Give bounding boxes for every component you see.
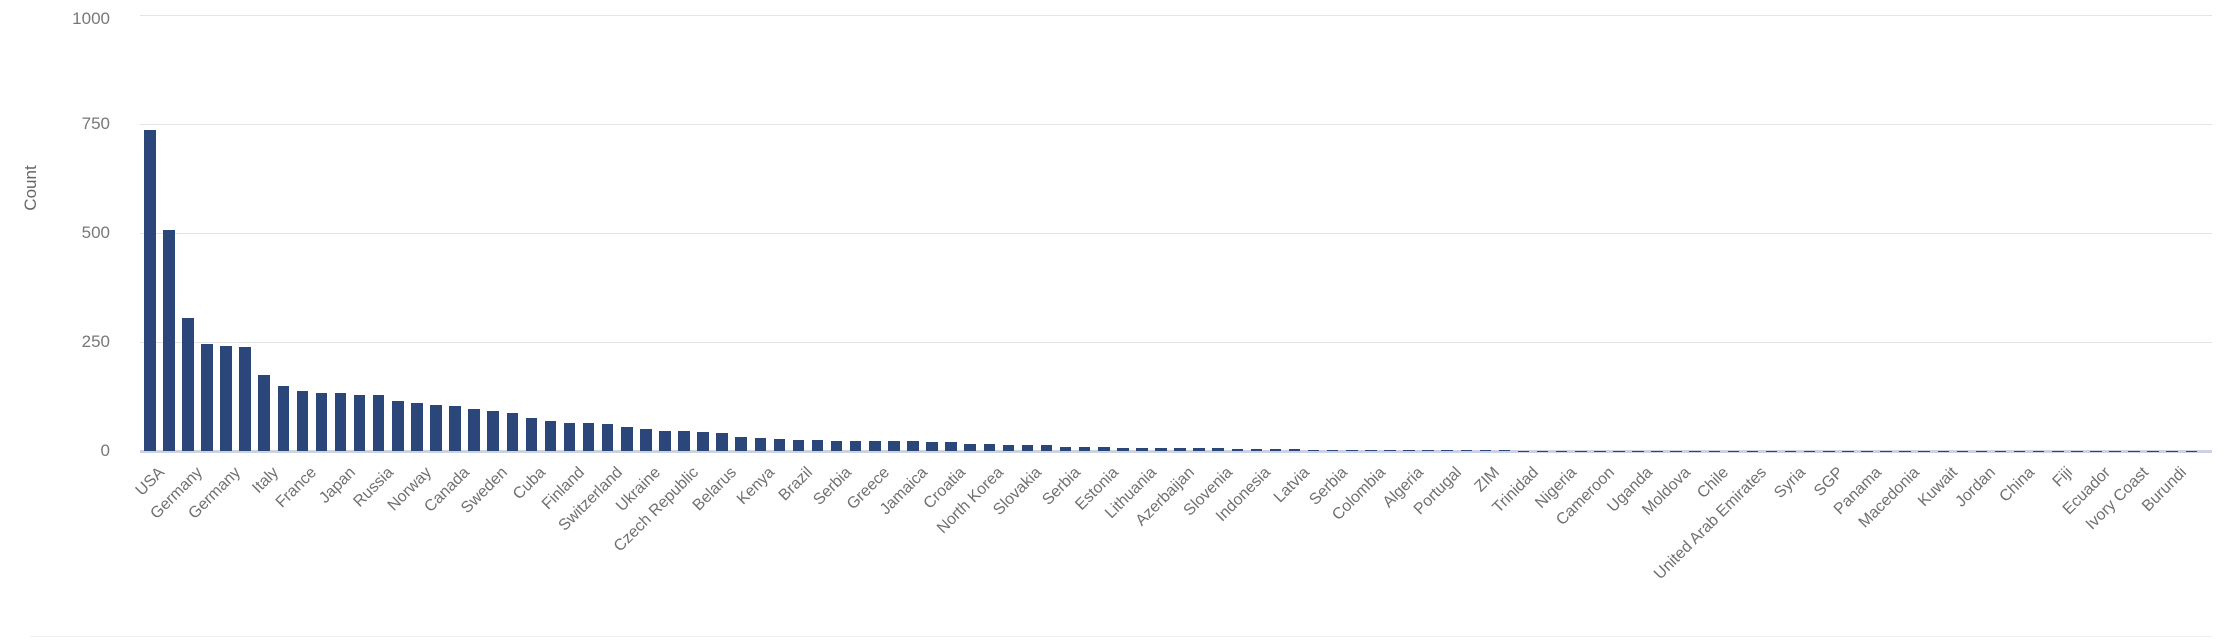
y-axis-title: Count <box>21 165 40 211</box>
bar <box>1002 444 1015 451</box>
bar <box>544 421 557 451</box>
bar <box>926 441 938 451</box>
x-tick-label: China <box>1996 464 2038 506</box>
bar <box>830 440 843 451</box>
bar <box>1346 449 1358 451</box>
bar <box>239 346 251 451</box>
bar <box>945 442 957 451</box>
gridline <box>140 233 2212 234</box>
bar <box>716 433 728 451</box>
bar <box>621 427 633 451</box>
bar <box>1021 445 1034 451</box>
bar <box>1117 447 1129 451</box>
bar <box>392 401 404 451</box>
bar <box>1136 447 1148 451</box>
bar <box>1269 449 1282 451</box>
bar <box>163 229 175 451</box>
bar <box>1441 450 1453 451</box>
bar <box>449 406 461 451</box>
x-tick-label: France <box>273 464 321 512</box>
bar <box>678 431 690 451</box>
y-tick-label: 250 <box>81 332 110 351</box>
y-tick-label: 750 <box>81 114 110 133</box>
bar <box>1193 448 1205 451</box>
x-tick-label: Jordan <box>1952 464 2000 511</box>
bar <box>525 418 538 451</box>
bar <box>964 444 976 451</box>
y-tick-label: 0 <box>100 441 110 460</box>
bar <box>1155 447 1167 451</box>
bar <box>1384 449 1396 451</box>
bar <box>1422 450 1434 451</box>
bar <box>353 394 366 451</box>
bar <box>506 412 519 451</box>
x-tick-label: ZIM <box>1471 464 1504 496</box>
gridline <box>140 124 2212 125</box>
bar <box>1078 447 1091 451</box>
bottom-border-line <box>30 636 2212 637</box>
bar <box>372 395 385 451</box>
bar <box>907 441 919 451</box>
x-tick-label: Latvia <box>1270 464 1313 507</box>
bar <box>659 430 671 451</box>
bar <box>220 346 232 451</box>
x-tick-label: Kenya <box>734 464 779 509</box>
bar <box>277 386 290 451</box>
bar <box>1212 448 1224 451</box>
x-axis-line <box>140 450 2212 453</box>
bar <box>983 444 996 451</box>
bar <box>1288 449 1301 451</box>
bar <box>201 344 213 451</box>
x-tick-label: Brazil <box>776 464 817 505</box>
bar <box>811 440 824 451</box>
bar <box>258 375 270 451</box>
bar <box>1231 448 1244 451</box>
bar <box>1307 449 1320 451</box>
x-tick-label: Syria <box>1770 464 1809 502</box>
bar <box>296 391 309 451</box>
bar <box>1059 446 1072 451</box>
bar <box>582 423 595 451</box>
bar <box>411 402 423 451</box>
bar <box>1365 449 1377 451</box>
y-tick-label: 1000 <box>72 9 110 28</box>
bar <box>1403 450 1415 451</box>
bar <box>697 431 709 451</box>
bar <box>1250 448 1263 451</box>
bar <box>1174 447 1186 451</box>
bar <box>754 437 767 451</box>
bar <box>888 440 900 451</box>
gridline <box>140 15 2212 16</box>
bar <box>487 410 499 451</box>
bar <box>773 439 786 451</box>
bar <box>1098 447 1110 451</box>
x-tick-label: Fiji <box>2049 464 2076 491</box>
bar <box>1498 450 1511 451</box>
bar <box>563 422 576 451</box>
bar <box>849 440 862 451</box>
bar <box>144 129 156 451</box>
bar <box>182 318 194 451</box>
bar <box>640 429 652 451</box>
bar <box>468 408 480 451</box>
bar <box>1326 449 1339 451</box>
bar <box>1460 450 1473 451</box>
bar <box>792 439 805 451</box>
bar <box>601 423 614 451</box>
bar <box>315 393 328 451</box>
bar <box>430 404 442 451</box>
bar <box>1040 445 1053 451</box>
y-tick-label: 500 <box>81 223 110 242</box>
bar <box>869 440 881 451</box>
bar <box>334 393 347 451</box>
x-tick-label: Kuwait <box>1915 464 1962 510</box>
gridline <box>140 342 2212 343</box>
bar <box>735 437 747 451</box>
bar <box>1479 450 1492 451</box>
